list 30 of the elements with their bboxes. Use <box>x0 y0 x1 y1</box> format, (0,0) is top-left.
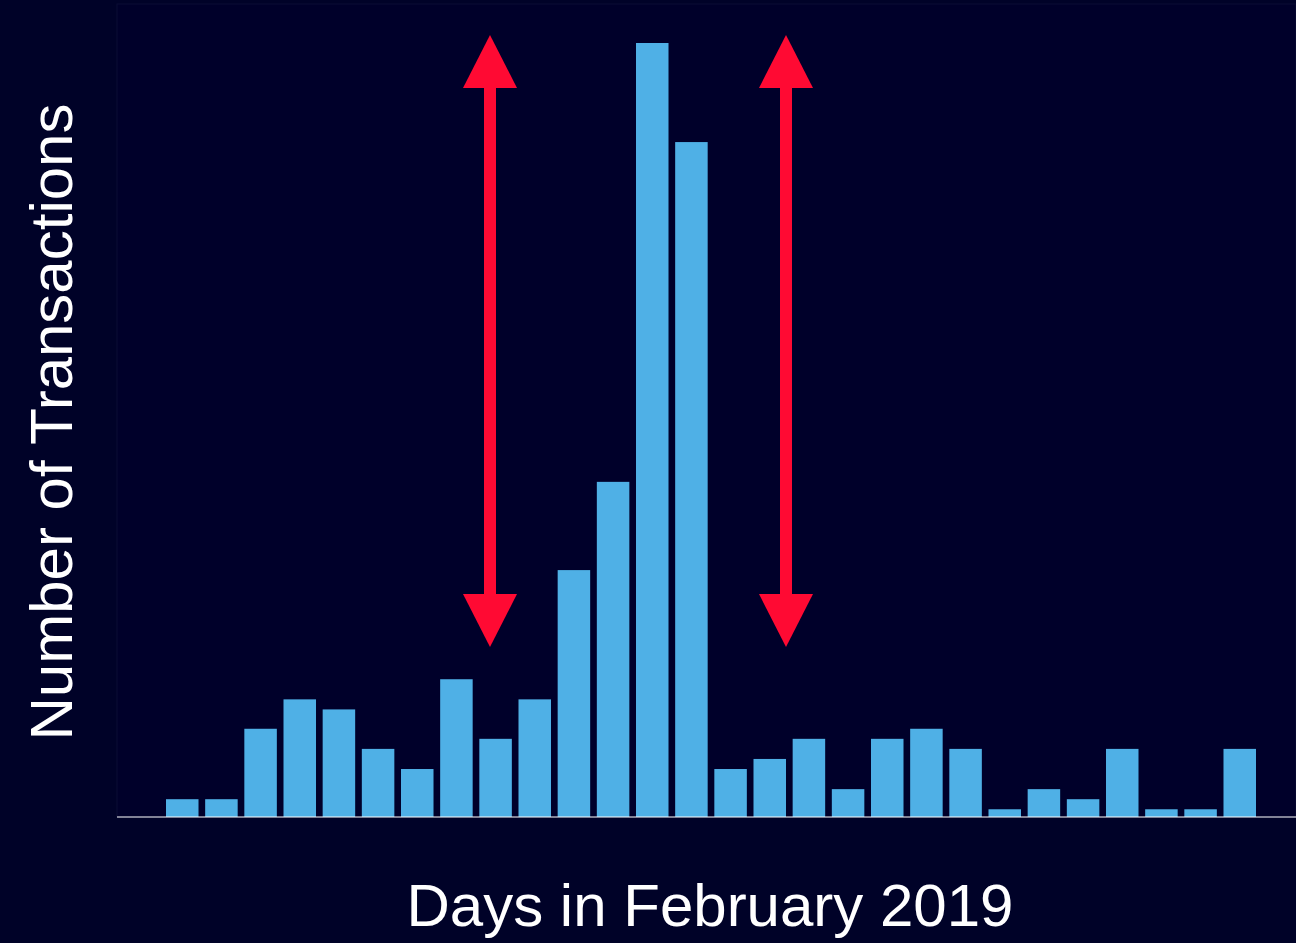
bar <box>910 728 943 817</box>
y-axis-title: Number of Transactions <box>18 103 85 741</box>
bar <box>675 142 708 817</box>
bar <box>714 769 747 817</box>
bar <box>871 738 904 817</box>
x-axis-title: Days in February 2019 <box>406 872 1014 939</box>
bar <box>401 769 434 817</box>
bar <box>753 758 786 817</box>
bar <box>205 799 238 817</box>
bar <box>1145 809 1178 817</box>
bar <box>1027 789 1061 817</box>
bar <box>988 809 1021 817</box>
bar <box>1105 748 1139 817</box>
bar <box>636 43 669 817</box>
bar <box>166 799 199 817</box>
bar <box>518 699 552 817</box>
bar <box>244 728 277 817</box>
bar <box>596 481 630 817</box>
bar <box>557 570 591 817</box>
bar <box>1066 799 1100 817</box>
bar <box>949 748 982 817</box>
bar <box>1184 809 1217 817</box>
bar <box>322 709 356 817</box>
bar <box>831 789 865 817</box>
bar <box>1223 748 1256 817</box>
bar <box>361 748 395 817</box>
bar <box>440 679 473 817</box>
bar <box>792 738 826 817</box>
bar <box>479 738 512 817</box>
bar <box>283 699 317 817</box>
